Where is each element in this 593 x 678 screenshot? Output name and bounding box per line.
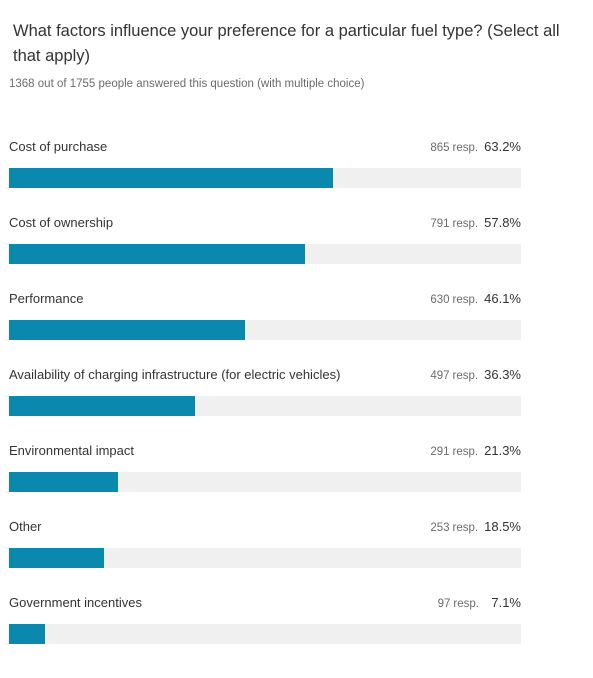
option-stats: 97 resp. 7.1% <box>438 594 521 612</box>
percentage-label: 18.5% <box>484 519 521 534</box>
option-label: Environmental impact <box>9 443 134 458</box>
bar-track <box>9 472 521 492</box>
percentage-label: 63.2% <box>484 139 521 154</box>
percentage-label: 21.3% <box>484 443 521 458</box>
option-label: Government incentives <box>9 595 142 610</box>
response-count: 291 <box>430 446 450 458</box>
bar-track <box>9 244 521 264</box>
option-stats: 791 resp. 57.8% <box>430 214 521 232</box>
response-count: 497 <box>430 370 450 382</box>
bar-track <box>9 168 521 188</box>
bar-track <box>9 396 521 416</box>
result-row: Cost of ownership 791 resp. 57.8% <box>9 214 521 290</box>
bar-fill <box>9 320 245 340</box>
results-chart: Cost of purchase 865 resp. 63.2% Cost of own… <box>9 138 521 670</box>
percentage-label: 46.1% <box>484 291 521 306</box>
response-suffix: resp. <box>452 294 479 306</box>
result-row: Environmental impact 291 resp. 21.3% <box>9 442 521 518</box>
percentage-label: 36.3% <box>484 367 521 382</box>
question-subtitle: 1368 out of 1755 people answered this qu… <box>9 78 365 90</box>
bar-track <box>9 624 521 644</box>
bar-track <box>9 320 521 340</box>
percentage-label: 57.8% <box>484 215 521 230</box>
result-row: Cost of purchase 865 resp. 63.2% <box>9 138 521 214</box>
option-stats: 291 resp. 21.3% <box>430 442 521 460</box>
response-count: 97 <box>437 598 451 610</box>
result-row: Availability of charging infrastructure … <box>9 366 521 442</box>
response-suffix: resp. <box>452 446 479 458</box>
response-count: 791 <box>430 218 450 230</box>
response-suffix: resp. <box>452 522 479 534</box>
response-suffix: resp. <box>453 598 479 610</box>
option-label: Cost of ownership <box>9 215 114 230</box>
option-stats: 497 resp. 36.3% <box>430 366 521 384</box>
option-label: Other <box>9 519 42 534</box>
option-stats: 253 resp. 18.5% <box>430 518 521 536</box>
option-stats: 630 resp. 46.1% <box>430 290 521 308</box>
result-row: Performance 630 resp. 46.1% <box>9 290 521 366</box>
response-suffix: resp. <box>452 370 479 382</box>
response-suffix: resp. <box>452 142 479 154</box>
bar-fill <box>9 168 333 188</box>
percentage-label: 7.1% <box>491 595 521 610</box>
option-label: Availability of charging infrastructure … <box>9 367 341 382</box>
option-label: Performance <box>9 291 84 306</box>
response-count: 865 <box>430 142 450 154</box>
bar-fill <box>9 624 45 644</box>
bar-fill <box>9 396 195 416</box>
bar-fill <box>9 472 118 492</box>
response-count: 630 <box>430 294 450 306</box>
bar-fill <box>9 244 305 264</box>
result-row: Government incentives 97 resp. 7.1% <box>9 594 521 670</box>
option-label: Cost of purchase <box>9 139 108 154</box>
result-row: Other 253 resp. 18.5% <box>9 518 521 594</box>
bar-fill <box>9 548 104 568</box>
response-suffix: resp. <box>452 218 479 230</box>
response-count: 253 <box>430 522 450 534</box>
bar-track <box>9 548 521 568</box>
option-stats: 865 resp. 63.2% <box>430 138 521 156</box>
question-title: What factors influence your preference f… <box>13 22 560 65</box>
